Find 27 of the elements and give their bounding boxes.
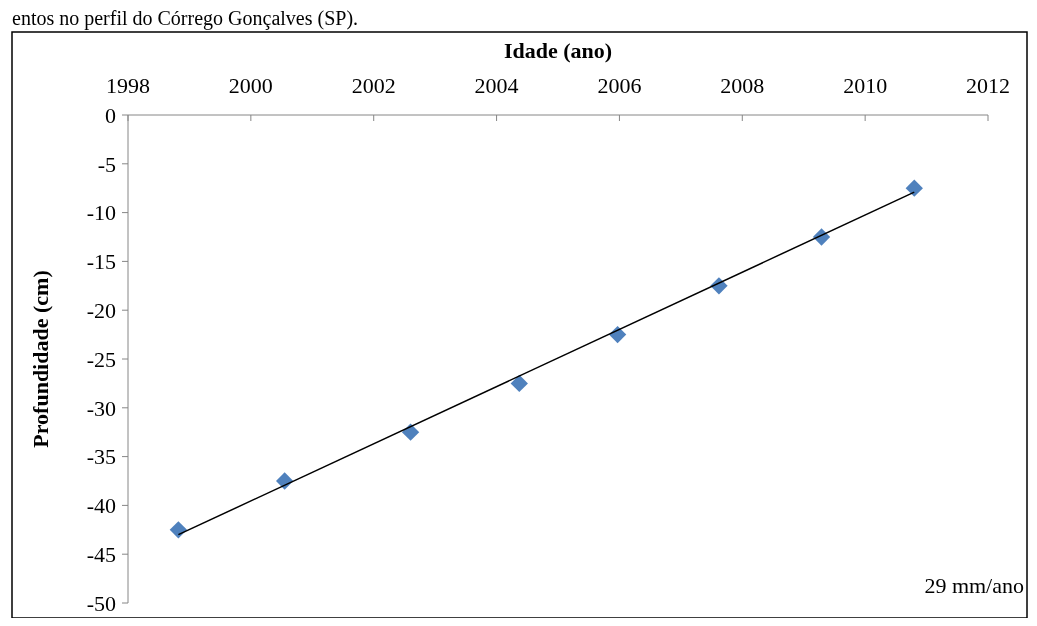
point <box>401 423 420 441</box>
x-tick-label: 2004 <box>474 73 519 98</box>
y-tick-label: -30 <box>86 395 116 421</box>
y-tick-label: -35 <box>86 444 116 470</box>
y-tick-label: -25 <box>86 346 116 372</box>
y-tick-label: -10 <box>86 200 116 226</box>
point <box>169 521 188 539</box>
x-tick-label: 2008 <box>720 73 765 98</box>
y-tick-label: -20 <box>86 297 116 323</box>
point <box>905 179 923 197</box>
x-tick-label: 2002 <box>351 73 396 98</box>
x-tick-label: 2000 <box>228 73 273 98</box>
y-axis-title: Profundidade (cm) <box>28 270 53 448</box>
y-tick-label: -15 <box>86 249 116 275</box>
x-axis-title: Idade (ano) <box>503 38 613 63</box>
x-tick-label: 1998 <box>106 73 150 98</box>
y-tick-label: 0 <box>105 102 116 128</box>
y-tick-label: -40 <box>86 493 116 519</box>
x-tick-label: 2010 <box>843 73 888 98</box>
text: entos no perfil do Córrego Gonçalves (SP). <box>12 7 359 30</box>
y-tick-label: -5 <box>97 151 116 177</box>
x-tick-label: 2006 <box>597 73 642 98</box>
annotation: 29 mm/ano <box>924 573 1024 598</box>
y-tick-label: -50 <box>86 590 116 616</box>
y-tick-label: -45 <box>86 541 116 567</box>
x-tick-label: 2012 <box>966 73 1010 98</box>
point <box>510 374 528 393</box>
